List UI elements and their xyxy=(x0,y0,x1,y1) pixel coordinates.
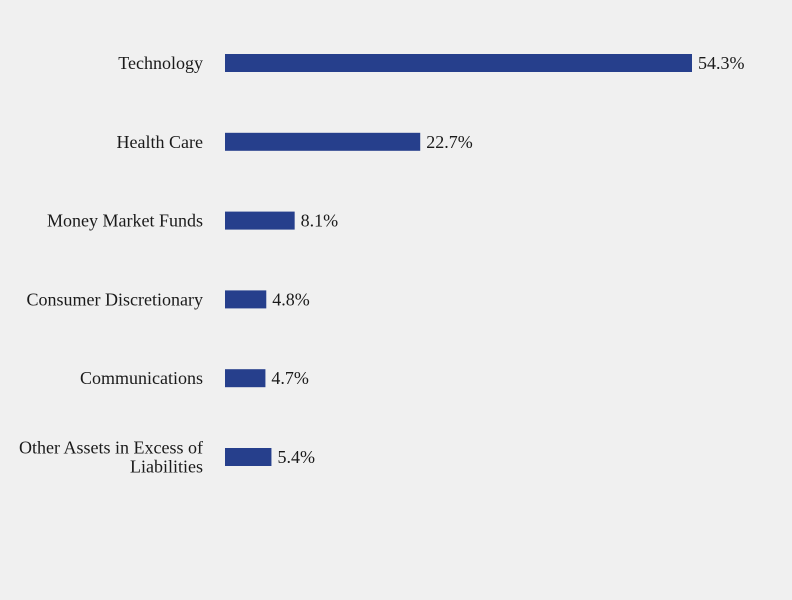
value-label: 5.4% xyxy=(277,447,315,467)
value-label: 22.7% xyxy=(426,132,473,152)
bar-3 xyxy=(225,290,267,309)
bar-0 xyxy=(225,54,692,72)
category-label: Technology xyxy=(118,53,203,73)
value-label: 8.1% xyxy=(301,211,339,231)
category-label: Consumer Discretionary xyxy=(27,289,203,309)
bar-2 xyxy=(225,211,295,230)
bar-4 xyxy=(225,369,266,388)
value-label: 4.7% xyxy=(271,368,309,388)
value-label: 4.8% xyxy=(272,289,310,309)
category-label: Other Assets in Excess of Liabilities xyxy=(19,438,203,477)
category-label: Health Care xyxy=(117,132,203,152)
value-label: 54.3% xyxy=(698,53,745,73)
bar-5 xyxy=(225,448,272,466)
category-label: Money Market Funds xyxy=(47,211,203,231)
bar-1 xyxy=(225,132,421,151)
category-label: Communications xyxy=(80,368,203,388)
